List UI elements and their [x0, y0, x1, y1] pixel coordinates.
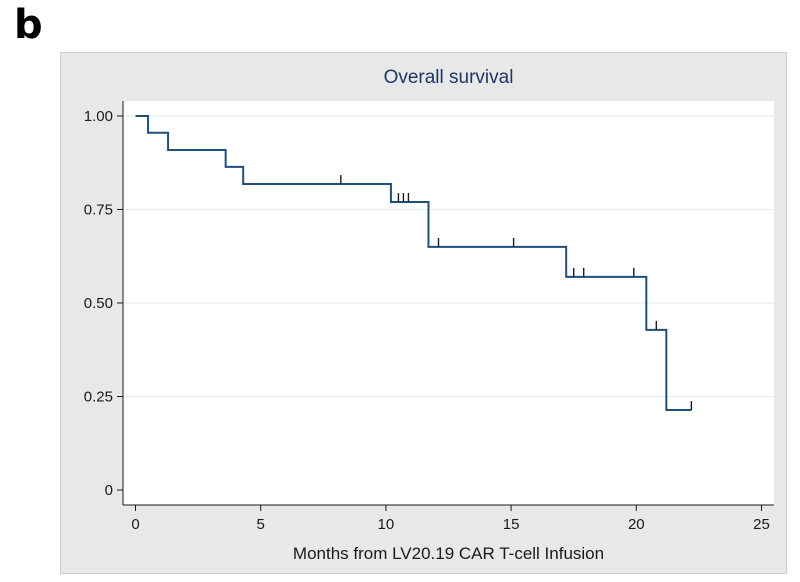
- y-tick-label: 0.75: [84, 201, 113, 218]
- x-tick-label: 15: [503, 516, 520, 533]
- x-tick-label: 20: [628, 516, 645, 533]
- y-tick-label: 0.50: [84, 295, 113, 312]
- censor-marks: [340, 175, 693, 410]
- x-tick-label: 0: [131, 516, 139, 533]
- x-tick-label: 25: [753, 516, 770, 533]
- y-ticks: 0 0.25 0.50 0.75 1.00: [84, 108, 123, 499]
- x-ticks: 0 5 10 15 20 25: [131, 505, 770, 533]
- x-tick-label: 5: [257, 516, 265, 533]
- y-tick-label: 0: [105, 482, 113, 499]
- y-tick-label: 1.00: [84, 108, 113, 125]
- x-axis-title: Months from LV20.19 CAR T-cell Infusion: [293, 544, 604, 563]
- y-tick-label: 0.25: [84, 389, 113, 406]
- panel-label: b: [14, 2, 43, 48]
- chart-title: Overall survival: [384, 67, 514, 88]
- chart-frame: Overall survival 0 0.25 0.50 0.75 1.00 0 5 10 1…: [60, 52, 787, 574]
- survival-curve: [135, 114, 692, 411]
- x-tick-label: 10: [378, 516, 395, 533]
- survival-chart: Overall survival 0 0.25 0.50 0.75 1.00 0 5 10 1…: [84, 67, 774, 563]
